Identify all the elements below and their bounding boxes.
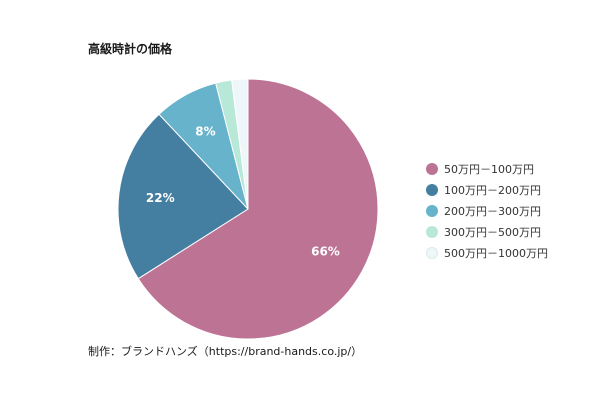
legend-swatch [426,204,438,217]
chart-title: 高級時計の価格 [88,42,173,56]
legend-swatch [426,183,438,196]
legend-item-4: 300万円－500万円 [426,221,548,242]
source-credit: 制作：ブランドハンズ（https://brand-hands.co.jp/） [88,345,363,358]
pie-slices [117,78,379,340]
pie-data-labels: 66% 22% 8% [146,125,340,259]
legend-label: 200万円－300万円 [444,204,541,218]
legend-swatch [426,225,438,238]
pie-slice-1 [137,78,379,340]
legend-label: 300万円－500万円 [444,225,541,239]
legend-swatch [426,246,438,259]
legend-item-1: 50万円－100万円 [426,158,548,179]
legend-item-2: 100万円－200万円 [426,179,548,200]
pie-data-label-2: 22% [146,191,175,205]
legend-label: 500万円－1000万円 [444,246,548,260]
pie-slice-5 [231,78,249,210]
pie-slice-2 [117,113,249,280]
pie-data-label-1: 66% [311,245,340,259]
pie-data-label-3: 8% [195,125,215,139]
legend-label: 50万円－100万円 [444,162,534,176]
legend-item-5: 500万円－1000万円 [426,242,548,263]
chart-legend: 50万円－100万円 100万円－200万円 200万円－300万円 300万円－50… [426,158,548,263]
legend-label: 100万円－200万円 [444,183,541,197]
legend-swatch [426,162,438,175]
legend-item-3: 200万円－300万円 [426,200,548,221]
